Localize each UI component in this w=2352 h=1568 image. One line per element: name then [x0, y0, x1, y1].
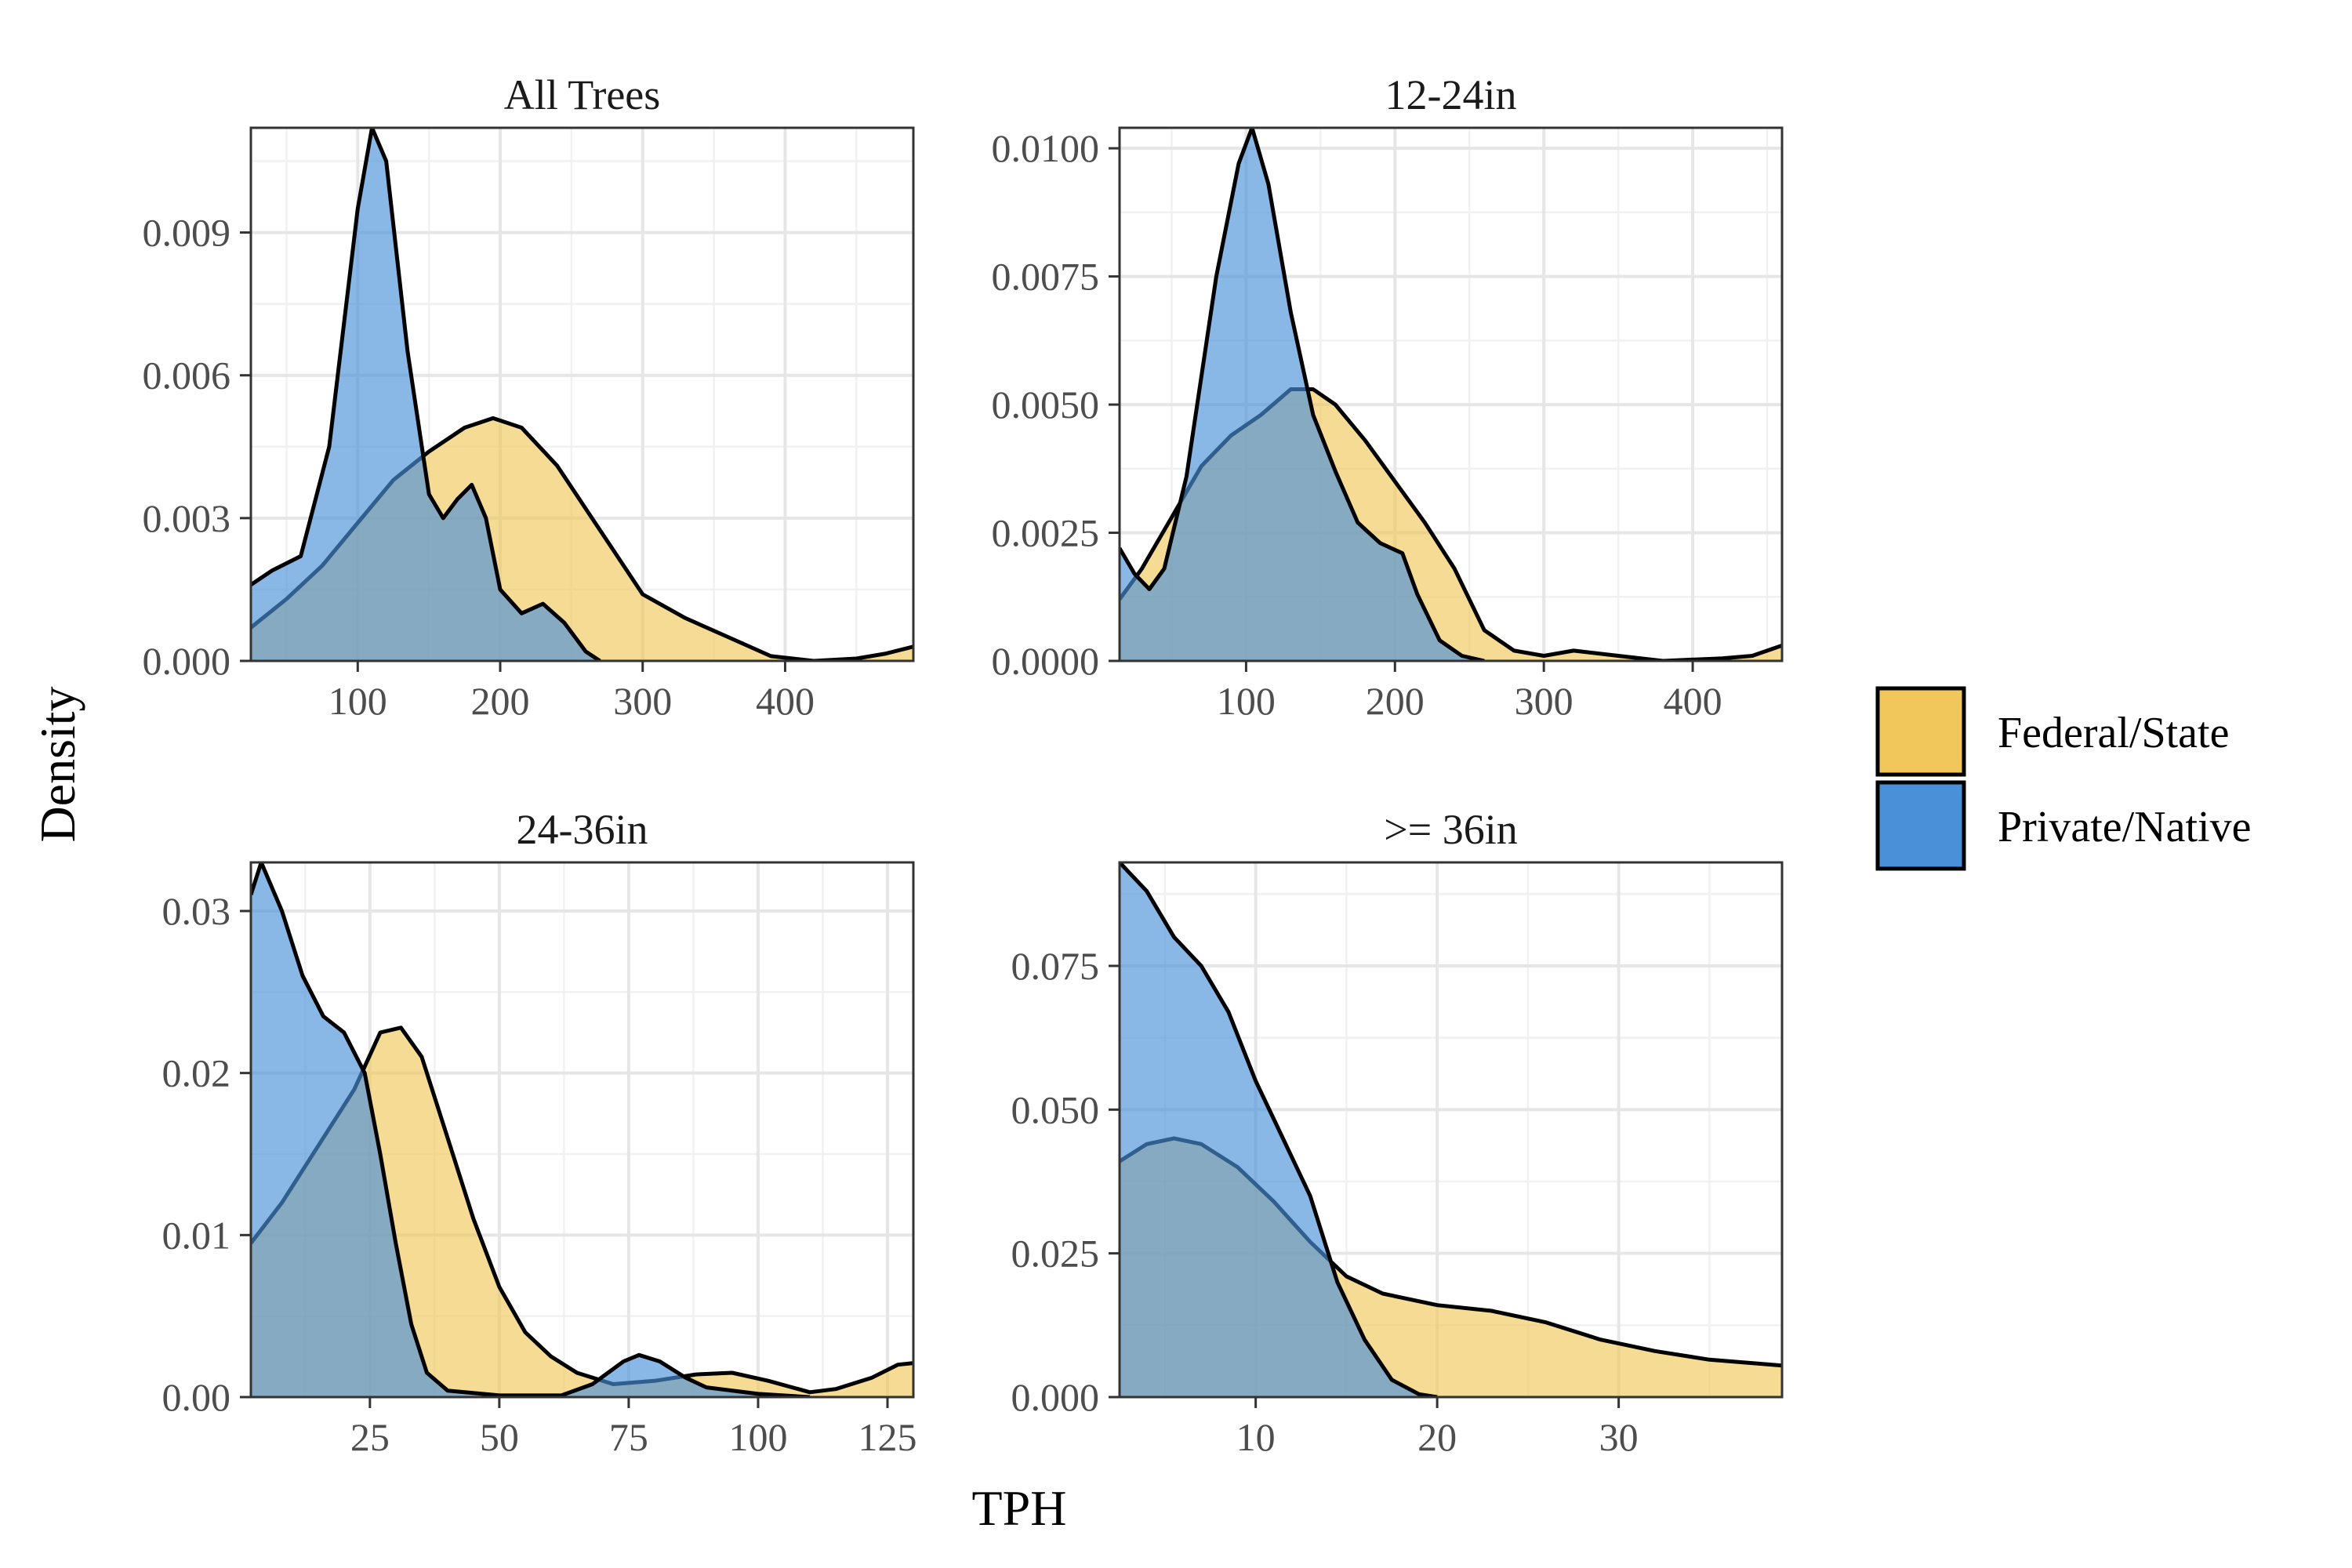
y-tick-label: 0.0075 [992, 255, 1100, 299]
y-tick-label: 0.003 [143, 496, 231, 540]
x-tick-label: 100 [728, 1415, 787, 1459]
legend: Federal/State Private/Native [1875, 686, 2251, 871]
x-tick-label: 300 [1515, 679, 1573, 723]
density-line-federal-state [251, 1025, 913, 1395]
panel-areas [1120, 128, 1782, 661]
x-tick-label: 200 [1366, 679, 1425, 723]
panel-areas [1120, 862, 1782, 1397]
x-tick-label: 100 [328, 679, 387, 723]
density-line-private-native [1120, 128, 1485, 661]
density-line-private-native [251, 862, 811, 1397]
density-area-private-native [251, 128, 601, 661]
panel-areas [251, 128, 913, 661]
y-tick-label: 0.000 [1011, 1375, 1100, 1419]
panel-all-trees: All Trees 100 200 300 400 0.000 0.003 0.006 0.00… [143, 71, 915, 723]
panel-border [1118, 861, 1784, 1399]
y-tick-label: 0.075 [1011, 944, 1100, 988]
x-tick-label: 10 [1236, 1415, 1276, 1459]
y-tick-label: 0.00 [162, 1375, 231, 1419]
x-tick-label: 20 [1417, 1415, 1457, 1459]
legend-label-federal-state: Federal/State [1998, 709, 2229, 757]
density-line-private-native [251, 128, 601, 661]
panel-border [1118, 126, 1784, 662]
x-tick-label: 125 [858, 1415, 916, 1459]
y-tick-label: 0.03 [162, 889, 231, 933]
y-tick-label: 0.0000 [992, 639, 1100, 683]
x-tick-label: 100 [1217, 679, 1276, 723]
y-tick-label: 0.0100 [992, 126, 1100, 170]
x-tick-label: 300 [613, 679, 672, 723]
x-axis-title: TPH [972, 1480, 1067, 1536]
x-tick-label: 75 [609, 1415, 648, 1459]
x-tick-label: 400 [1664, 679, 1722, 723]
y-tick-label: 0.050 [1011, 1087, 1100, 1131]
panel-36in-plus: >= 36in 10 20 30 0.000 0.025 0.050 0.075 [1011, 806, 1784, 1459]
y-tick-label: 0.025 [1011, 1232, 1100, 1276]
x-tick-label: 30 [1599, 1415, 1639, 1459]
panel-border [249, 861, 915, 1399]
density-line-private-native [1120, 862, 1438, 1397]
panel-title: >= 36in [1384, 806, 1517, 853]
x-tick-label: 400 [756, 679, 815, 723]
x-tick-label: 200 [471, 679, 530, 723]
density-area-federal-state [251, 1027, 913, 1397]
legend-key-private-native [1875, 780, 1966, 871]
panel-24-36in: 24-36in 25 50 75 100 125 0.00 0.01 0.02 0.03 [162, 806, 917, 1459]
legend-key-federal-state [1875, 686, 1966, 777]
panel-title: All Trees [504, 71, 661, 118]
y-tick-label: 0.000 [143, 639, 231, 683]
x-tick-label: 50 [480, 1415, 519, 1459]
legend-label-private-native: Private/Native [1998, 803, 2251, 851]
x-tick-label: 25 [350, 1415, 390, 1459]
y-axis-title: Density [30, 686, 85, 842]
panel-12-24in: 12-24in 100 200 300 400 0.0000 0.0025 0.0050 0.0… [992, 71, 1784, 723]
y-tick-label: 0.0025 [992, 511, 1100, 555]
y-tick-label: 0.009 [143, 211, 231, 255]
panel-title: 12-24in [1385, 71, 1517, 118]
y-tick-label: 0.01 [162, 1213, 231, 1257]
y-tick-label: 0.006 [143, 354, 231, 397]
y-tick-label: 0.02 [162, 1051, 231, 1095]
y-tick-label: 0.0050 [992, 383, 1100, 426]
density-area-private-native [1120, 128, 1485, 661]
panel-areas [251, 862, 913, 1397]
density-area-private-native [251, 862, 810, 1397]
panel-border [249, 126, 915, 662]
panel-title: 24-36in [517, 806, 648, 853]
